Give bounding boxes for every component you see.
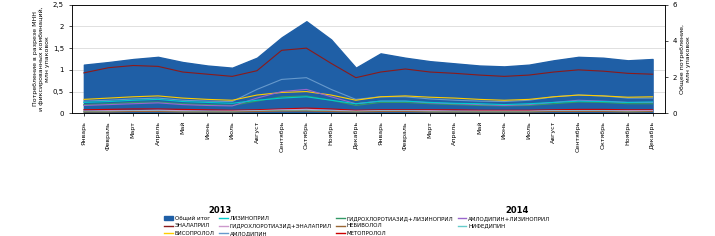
Text: 2013: 2013 — [208, 206, 232, 215]
Y-axis label: Общее потребление,
млн упаковок: Общее потребление, млн упаковок — [680, 24, 691, 94]
Y-axis label: Потребление в разрезе МНН
и фиксированных комбинаций,
млн упаковок: Потребление в разрезе МНН и фиксированны… — [33, 7, 50, 111]
Text: 2014: 2014 — [505, 206, 528, 215]
Legend: Общий итог, ЭНАЛАПРИЛ, БИСОПРОЛОЛ, ЛИЗИНОПРИЛ, ГИДРОХЛОРОТИАЗИД+ЭНАЛАПРИЛ, АМЛОД: Общий итог, ЭНАЛАПРИЛ, БИСОПРОЛОЛ, ЛИЗИН… — [163, 214, 552, 236]
